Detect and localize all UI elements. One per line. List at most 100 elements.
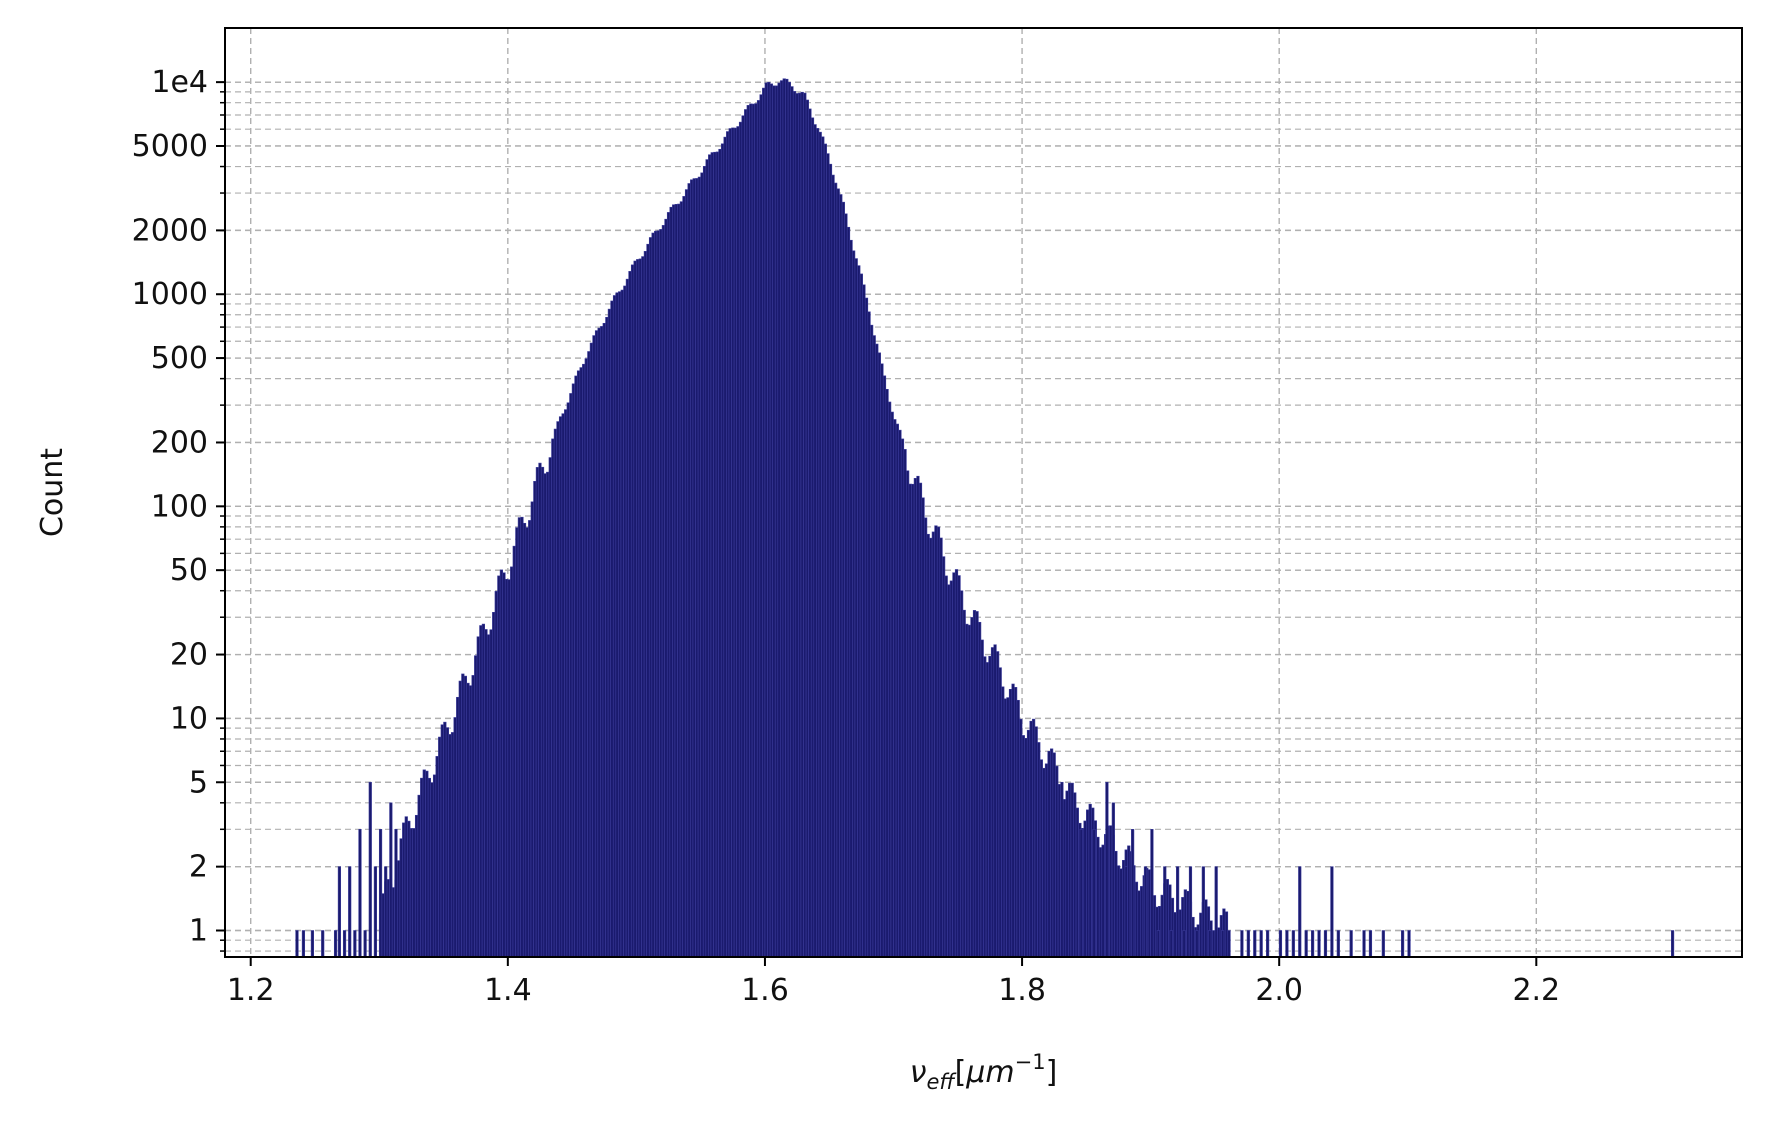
histogram-bar [1124, 866, 1128, 957]
histogram-bar [697, 176, 701, 957]
histogram-bar [957, 575, 961, 957]
histogram-bar [530, 501, 534, 957]
histogram-bar [1173, 912, 1177, 957]
histogram-bar [1165, 879, 1169, 957]
y-tick-label: 2 [189, 850, 208, 885]
histogram-bar [553, 428, 557, 957]
histogram-bar [985, 662, 989, 957]
histogram-bar [474, 655, 478, 957]
histogram-bar [900, 438, 905, 957]
histogram-bar [875, 343, 879, 957]
histogram-bar [1176, 866, 1180, 957]
histogram-bar [960, 590, 964, 957]
histogram-bar [1029, 720, 1033, 957]
y-tick-label: 5000 [132, 129, 208, 164]
histogram-bar [695, 178, 699, 957]
histogram-bar [769, 83, 773, 957]
histogram-bar [1098, 847, 1103, 957]
histogram-bar [466, 682, 470, 957]
x-tick-label: 2.0 [1255, 973, 1303, 1008]
histogram-bar [800, 91, 804, 957]
y-tick-label: 10 [170, 701, 208, 736]
histogram-bar [569, 393, 573, 957]
histogram-bar [674, 204, 678, 957]
histogram-bar [643, 251, 647, 957]
y-axis-label: Count [35, 448, 70, 537]
histogram-bar [1349, 930, 1353, 957]
histogram-bar [672, 204, 676, 957]
histogram-bar [1163, 866, 1167, 957]
histogram-bar [1131, 829, 1135, 957]
histogram-bar [301, 930, 306, 957]
histogram-bar [682, 196, 686, 957]
histogram-bar [520, 516, 524, 957]
histogram-bar [507, 579, 511, 957]
histogram-bar [1204, 899, 1208, 957]
x-tick-label: 1.8 [998, 973, 1046, 1008]
histogram-bar [440, 724, 444, 957]
histogram-bar [1150, 829, 1154, 957]
histogram-bar [823, 143, 827, 957]
histogram-bar [1152, 895, 1157, 957]
histogram-bar [888, 401, 892, 957]
histogram-bar [978, 621, 982, 957]
plot-frame [224, 27, 1743, 958]
histogram-bar [736, 126, 740, 957]
x-axis-label-bracket-close: ] [1046, 1055, 1058, 1090]
histogram-bar [1304, 930, 1308, 957]
histogram-bar [1188, 866, 1193, 957]
histogram-bar [430, 782, 434, 957]
histogram-bar [921, 497, 925, 957]
histogram-bar [839, 194, 843, 957]
histogram-bar [785, 78, 789, 957]
histogram-bar [373, 866, 378, 957]
histogram-bar [661, 225, 665, 957]
histogram-bar [546, 471, 550, 957]
histogram-bar [448, 734, 452, 957]
histogram-bar [651, 232, 655, 957]
histogram-bar [641, 256, 645, 957]
histogram-bar [630, 264, 635, 957]
histogram-bar [420, 777, 424, 957]
histogram-bar [942, 556, 946, 957]
histogram-bar [458, 680, 462, 957]
histogram-bar [1285, 930, 1289, 957]
histogram-bar [407, 820, 411, 957]
histogram-bar [831, 174, 835, 957]
x-axis-label-unit-exponent: −1 [1015, 1050, 1046, 1074]
histogram-bar [476, 636, 480, 957]
histogram-bar [1134, 881, 1139, 957]
histogram-bar [705, 159, 709, 957]
histogram-bar [929, 537, 933, 957]
histogram-bar [1670, 930, 1675, 957]
histogram-bar [1116, 865, 1121, 957]
histogram-bar [813, 124, 817, 957]
histogram-bar [862, 284, 866, 957]
histogram-bar [494, 591, 498, 957]
histogram-bar [1191, 916, 1195, 957]
histogram-bar [543, 473, 547, 957]
histogram-bar [607, 308, 611, 957]
histogram-bar [1253, 930, 1257, 957]
histogram-bar [1323, 930, 1328, 957]
histogram-bar [1278, 930, 1283, 957]
histogram-bar [427, 777, 431, 957]
histogram-bar [826, 153, 830, 957]
histogram-bar [762, 87, 766, 957]
histogram-bar [949, 580, 953, 957]
histogram-bar [471, 675, 475, 957]
histogram-bar [610, 300, 614, 957]
y-tick-label: 5 [189, 765, 208, 800]
histogram-bar [746, 105, 750, 957]
histogram-bar [515, 527, 519, 957]
histogram-bar [988, 656, 992, 957]
histogram-bar [772, 85, 776, 957]
histogram-bar [818, 131, 822, 957]
histogram-bar [612, 295, 617, 957]
histogram-bar [1034, 726, 1038, 957]
histogram-bar [890, 411, 894, 957]
histogram-bar [1042, 767, 1046, 957]
histogram-bar [931, 531, 935, 957]
histogram-bar [764, 82, 768, 957]
histogram-bar [1169, 930, 1173, 957]
